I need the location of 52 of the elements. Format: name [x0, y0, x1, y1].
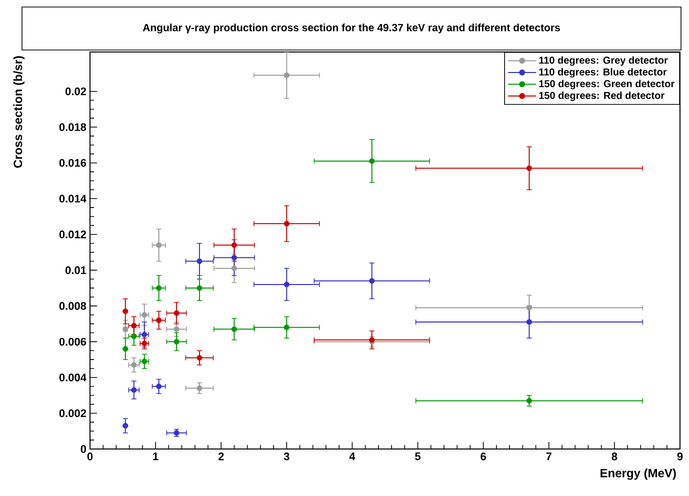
y-tick-label: 0.016 [59, 158, 86, 167]
point [174, 338, 180, 345]
y-tick-label: 0.02 [65, 87, 86, 96]
point [122, 422, 128, 429]
chart-title: Angular γ-ray production cross section for the 49.37 keV ray and different detectors [142, 24, 560, 34]
y-tick-label: 0.01 [65, 266, 86, 274]
y-axis-title: Cross section (b/sr) [13, 56, 25, 168]
x-tick-label: 3 [284, 452, 290, 460]
y-tick-label: 0.006 [59, 338, 86, 346]
point [196, 258, 202, 264]
point [284, 324, 290, 330]
x-tick-label: 8 [612, 452, 618, 460]
y-tick-label: 0.014 [59, 194, 86, 203]
point [156, 285, 162, 291]
point [196, 385, 202, 391]
legend-label: 150 degrees: Red detector [539, 92, 664, 101]
point [156, 242, 162, 248]
point [369, 158, 375, 164]
x-tick-label: 0 [87, 452, 93, 460]
legend-label: 110 degrees: Grey detector [539, 56, 668, 66]
legend-label: 150 degrees: Green detector [539, 80, 674, 90]
x-tick-label: 1 [153, 452, 158, 460]
y-tick-label: 0.002 [59, 409, 86, 418]
point [196, 285, 202, 291]
y-tick-label: 0.008 [59, 302, 86, 310]
x-tick-label: 9 [677, 452, 683, 460]
x-tick-label: 5 [415, 452, 421, 460]
point [369, 278, 375, 284]
y-tick-label: 0 [80, 445, 86, 453]
point [526, 165, 532, 172]
x-tick-label: 7 [546, 452, 552, 460]
x-axis-title: Energy (MeV) [600, 468, 676, 480]
x-tick-label: 4 [349, 452, 356, 460]
point [231, 266, 238, 272]
y-tick-label: 0.012 [59, 230, 86, 238]
point [156, 317, 162, 324]
point [284, 72, 290, 78]
y-tick-label: 0.018 [59, 123, 86, 132]
legend-label: 110 degrees: Blue detector [539, 68, 667, 78]
x-tick-label: 6 [480, 452, 486, 460]
point [131, 362, 137, 368]
point [131, 387, 137, 393]
point [174, 310, 180, 316]
x-tick-label: 2 [218, 452, 224, 460]
y-tick-label: 0.004 [59, 374, 86, 382]
point [196, 354, 202, 361]
point [284, 282, 290, 288]
point [284, 220, 290, 226]
point [231, 326, 238, 332]
point [526, 398, 532, 404]
point [231, 242, 238, 248]
point [156, 384, 162, 390]
